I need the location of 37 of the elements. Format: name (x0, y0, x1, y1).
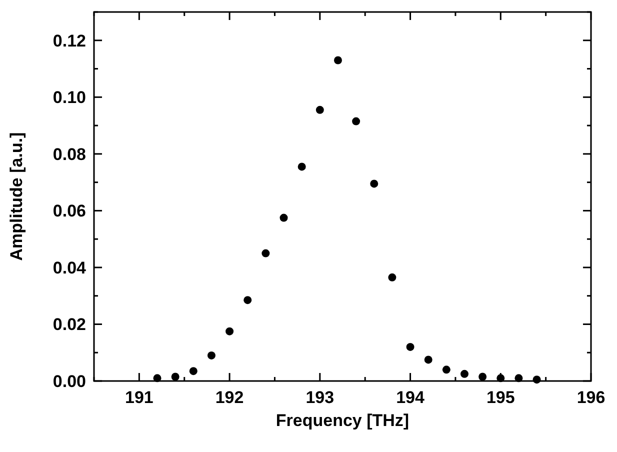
point (262, 249, 270, 258)
x-tick-label: 191 (124, 388, 154, 407)
point (153, 374, 162, 382)
x-tick-label: 194 (396, 388, 425, 407)
point (316, 106, 324, 114)
point (532, 376, 541, 384)
point (244, 296, 252, 304)
point (478, 372, 487, 381)
x-axis-title: Frequency [THz] (276, 411, 410, 430)
point (171, 372, 180, 381)
x-tick-label: 195 (486, 388, 515, 407)
point (352, 117, 360, 126)
point (442, 366, 450, 374)
point (298, 162, 306, 171)
y-tick-label: 0.12 (52, 31, 86, 50)
point (388, 273, 396, 282)
y-tick-label: 0.00 (52, 372, 86, 391)
y-tick-label: 0.02 (52, 315, 86, 334)
y-tick-label: 0.08 (52, 144, 86, 164)
point (226, 327, 234, 336)
x-tick-label: 196 (576, 388, 606, 407)
point (207, 351, 216, 360)
point (514, 374, 523, 382)
point (334, 56, 342, 64)
point (460, 370, 468, 378)
y-tick-label: 0.06 (52, 202, 86, 221)
x-tick-label: 193 (306, 388, 334, 407)
point (370, 180, 378, 188)
y-tick-label: 0.10 (52, 88, 86, 108)
point (280, 214, 288, 222)
point (424, 356, 432, 364)
y-tick-label: 0.04 (52, 258, 87, 278)
point (189, 367, 198, 376)
x-tick-label: 192 (215, 388, 244, 407)
point (406, 342, 414, 351)
point (496, 374, 505, 382)
y-axis-title: Amplitude [a.u.] (7, 132, 26, 261)
